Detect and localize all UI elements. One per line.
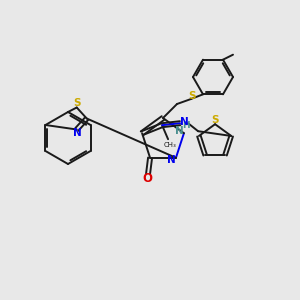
Text: N: N [180,117,188,127]
Text: N: N [175,126,183,136]
Text: S: S [188,91,196,101]
Text: N: N [74,128,82,139]
Text: CH₃: CH₃ [164,142,176,148]
Text: S: S [73,98,80,109]
Text: O: O [142,172,152,185]
Text: S: S [211,115,219,125]
Text: N: N [167,155,175,165]
Text: H: H [182,121,190,130]
